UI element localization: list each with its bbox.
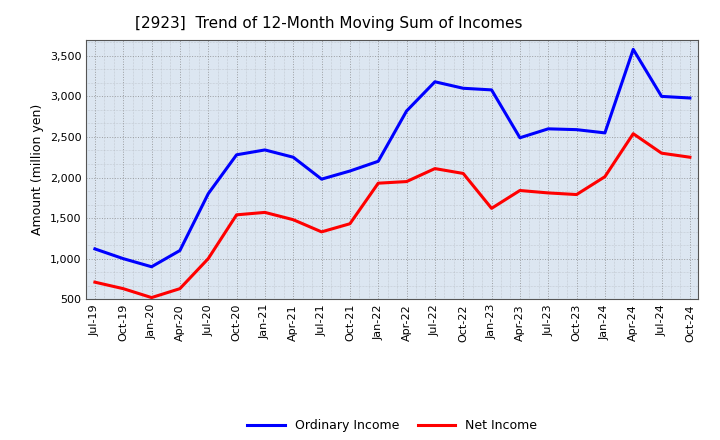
Legend: Ordinary Income, Net Income: Ordinary Income, Net Income	[243, 414, 542, 437]
Text: [2923]  Trend of 12-Month Moving Sum of Incomes: [2923] Trend of 12-Month Moving Sum of I…	[135, 16, 523, 32]
Net Income	[544, 190, 552, 195]
Ordinary Income	[233, 152, 241, 158]
Ordinary Income	[204, 191, 212, 196]
Net Income	[402, 179, 411, 184]
Net Income	[431, 166, 439, 171]
Ordinary Income	[119, 256, 127, 261]
Net Income	[261, 210, 269, 215]
Net Income	[685, 154, 694, 160]
Ordinary Income	[91, 246, 99, 252]
Net Income	[629, 131, 637, 136]
Ordinary Income	[516, 135, 524, 140]
Ordinary Income	[544, 126, 552, 132]
Ordinary Income	[402, 108, 411, 114]
Net Income	[572, 192, 581, 197]
Net Income	[657, 150, 666, 156]
Ordinary Income	[346, 169, 354, 174]
Ordinary Income	[374, 159, 382, 164]
Net Income	[148, 295, 156, 300]
Ordinary Income	[657, 94, 666, 99]
Net Income	[119, 286, 127, 291]
Ordinary Income	[487, 87, 496, 92]
Line: Ordinary Income: Ordinary Income	[95, 49, 690, 267]
Ordinary Income	[572, 127, 581, 132]
Net Income	[374, 180, 382, 186]
Line: Net Income: Net Income	[95, 134, 690, 297]
Ordinary Income	[685, 95, 694, 101]
Net Income	[516, 188, 524, 193]
Net Income	[487, 205, 496, 211]
Net Income	[346, 221, 354, 227]
Y-axis label: Amount (million yen): Amount (million yen)	[32, 104, 45, 235]
Ordinary Income	[629, 47, 637, 52]
Ordinary Income	[176, 248, 184, 253]
Ordinary Income	[600, 130, 609, 136]
Ordinary Income	[148, 264, 156, 269]
Net Income	[204, 256, 212, 261]
Net Income	[176, 286, 184, 291]
Ordinary Income	[459, 86, 467, 91]
Ordinary Income	[431, 79, 439, 84]
Net Income	[289, 217, 297, 222]
Net Income	[318, 229, 326, 235]
Ordinary Income	[261, 147, 269, 153]
Net Income	[233, 212, 241, 217]
Ordinary Income	[289, 154, 297, 160]
Net Income	[459, 171, 467, 176]
Net Income	[600, 174, 609, 180]
Ordinary Income	[318, 176, 326, 182]
Net Income	[91, 279, 99, 285]
